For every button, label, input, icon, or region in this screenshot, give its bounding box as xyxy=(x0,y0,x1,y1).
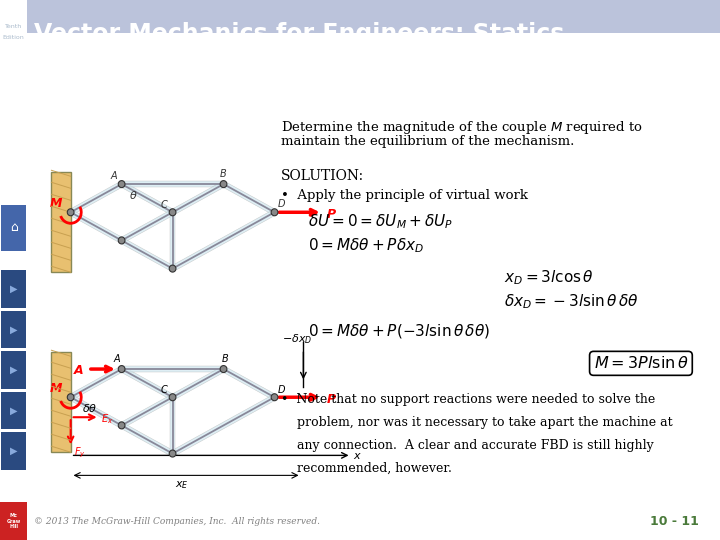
Polygon shape xyxy=(69,210,123,243)
Circle shape xyxy=(220,180,227,187)
Text: B: B xyxy=(220,169,227,179)
Bar xyxy=(27,0,720,33)
Polygon shape xyxy=(69,181,123,215)
Text: M: M xyxy=(50,382,62,395)
Polygon shape xyxy=(122,181,223,187)
Text: P: P xyxy=(326,393,336,406)
Text: recommended, however.: recommended, however. xyxy=(281,462,452,475)
Polygon shape xyxy=(122,366,223,372)
Text: $M = 3Pl\sin\theta$: $M = 3Pl\sin\theta$ xyxy=(593,355,688,372)
Polygon shape xyxy=(120,181,174,215)
Circle shape xyxy=(220,366,227,373)
Text: $0 = M\delta\theta + P\delta x_D$: $0 = M\delta\theta + P\delta x_D$ xyxy=(308,237,424,255)
Polygon shape xyxy=(222,181,276,215)
Polygon shape xyxy=(69,395,123,428)
Text: problem, nor was it necessary to take apart the machine at: problem, nor was it necessary to take ap… xyxy=(281,416,672,429)
Text: Mc
Graw
Hill: Mc Graw Hill xyxy=(6,513,21,529)
Text: $F_y$: $F_y$ xyxy=(74,446,86,460)
Text: •  Note that no support reactions were needed to solve the: • Note that no support reactions were ne… xyxy=(281,393,655,406)
Circle shape xyxy=(169,265,176,272)
Polygon shape xyxy=(120,238,174,271)
Circle shape xyxy=(271,209,278,216)
Bar xyxy=(51,172,71,272)
Text: ▶: ▶ xyxy=(10,446,17,456)
Circle shape xyxy=(67,209,74,216)
Text: Tenth: Tenth xyxy=(5,24,22,29)
Text: $\theta$: $\theta$ xyxy=(130,189,138,201)
Text: A: A xyxy=(114,354,120,364)
Bar xyxy=(1,205,26,251)
Bar xyxy=(51,352,71,452)
Text: $\delta\theta$: $\delta\theta$ xyxy=(82,402,98,414)
Bar xyxy=(0,502,27,540)
Text: $x_D = 3l\cos\theta$: $x_D = 3l\cos\theta$ xyxy=(504,268,594,287)
Text: Edition: Edition xyxy=(3,35,24,40)
Polygon shape xyxy=(171,395,276,456)
Text: ▶: ▶ xyxy=(10,325,17,334)
Text: M: M xyxy=(50,197,62,210)
Bar xyxy=(1,270,26,308)
Polygon shape xyxy=(222,367,276,400)
Polygon shape xyxy=(120,395,174,428)
Bar xyxy=(1,392,26,429)
Text: $\delta U = 0 = \delta U_M + \delta U_P$: $\delta U = 0 = \delta U_M + \delta U_P$ xyxy=(308,212,454,231)
Text: ▶: ▶ xyxy=(10,365,17,375)
Polygon shape xyxy=(170,212,176,268)
Text: any connection.  A clear and accurate FBD is still highly: any connection. A clear and accurate FBD… xyxy=(281,439,654,452)
Text: Determine the magnitude of the couple $M$ required to: Determine the magnitude of the couple $M… xyxy=(281,119,643,136)
Circle shape xyxy=(67,394,74,401)
Circle shape xyxy=(118,366,125,373)
Circle shape xyxy=(118,180,125,187)
Text: •  Apply the principle of virtual work: • Apply the principle of virtual work xyxy=(281,188,528,201)
Text: x: x xyxy=(354,451,360,461)
Text: $E_x$: $E_x$ xyxy=(102,412,114,426)
Text: $\delta x_D = -3l\sin\theta\,\delta\theta$: $\delta x_D = -3l\sin\theta\,\delta\thet… xyxy=(504,292,639,310)
Circle shape xyxy=(271,394,278,401)
Text: $-\delta x_D$: $-\delta x_D$ xyxy=(282,332,312,346)
Text: SOLUTION:: SOLUTION: xyxy=(281,169,364,183)
Circle shape xyxy=(169,394,176,401)
Text: $0 = M\delta\theta + P(-3l\sin\theta\,\delta\theta)$: $0 = M\delta\theta + P(-3l\sin\theta\,\d… xyxy=(308,322,490,340)
Polygon shape xyxy=(120,210,174,243)
Polygon shape xyxy=(171,367,225,400)
Text: D: D xyxy=(277,199,285,210)
Text: C: C xyxy=(161,385,168,395)
Bar xyxy=(1,432,26,470)
Polygon shape xyxy=(120,367,174,400)
Text: $x_E$: $x_E$ xyxy=(174,480,188,491)
Polygon shape xyxy=(171,210,276,271)
Circle shape xyxy=(169,450,176,457)
Polygon shape xyxy=(120,423,174,456)
Bar xyxy=(1,310,26,348)
Text: P: P xyxy=(326,208,336,221)
Text: A: A xyxy=(110,171,117,181)
Text: A: A xyxy=(73,364,83,377)
Text: maintain the equilibrium of the mechanism.: maintain the equilibrium of the mechanis… xyxy=(281,135,575,148)
Text: 10 - 11: 10 - 11 xyxy=(650,515,699,528)
Polygon shape xyxy=(69,367,123,400)
Text: ⌂: ⌂ xyxy=(10,221,17,234)
Bar xyxy=(1,351,26,389)
Text: © 2013 The McGraw-Hill Companies, Inc.  All rights reserved.: © 2013 The McGraw-Hill Companies, Inc. A… xyxy=(35,517,320,525)
Text: Sample Problem 10.1: Sample Problem 10.1 xyxy=(37,78,247,97)
Text: C: C xyxy=(161,200,168,210)
Text: ▶: ▶ xyxy=(10,284,17,294)
Circle shape xyxy=(169,209,176,216)
Polygon shape xyxy=(171,181,225,215)
Text: Vector Mechanics for Engineers: Statics: Vector Mechanics for Engineers: Statics xyxy=(35,22,564,46)
Polygon shape xyxy=(170,397,176,454)
Text: D: D xyxy=(277,385,285,395)
Text: ▶: ▶ xyxy=(10,406,17,415)
Circle shape xyxy=(118,237,125,244)
Text: B: B xyxy=(222,354,228,364)
Circle shape xyxy=(118,422,125,429)
